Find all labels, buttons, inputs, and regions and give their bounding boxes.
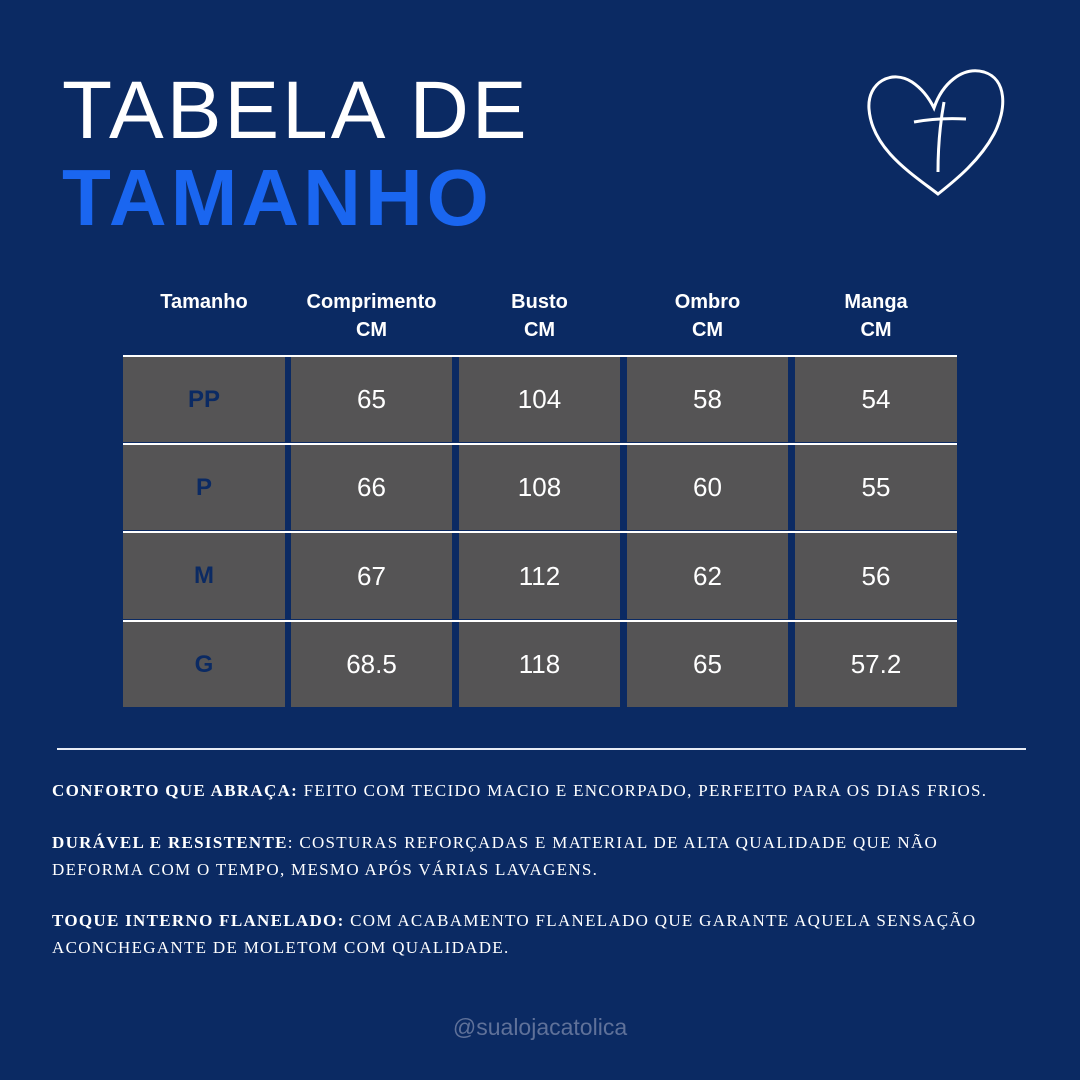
table-cell: 55 [795,445,957,530]
heart-cross-icon [867,69,1005,196]
header-line: CM [691,319,724,341]
header-line: CM [860,319,892,341]
table-cell: 56 [795,533,957,619]
header-line: Busto [511,291,568,313]
header-line: CM [523,319,556,341]
feature-2: Durável e resistente: costuras reforçada… [52,829,1012,883]
size-label: PP [123,357,285,442]
table-cell: 118 [459,622,620,707]
column-header: Ombro CM [607,288,808,344]
header-line: Manga [844,291,908,313]
header-line: Tamanho [160,291,248,313]
feature-title: Conforto que abraça: [52,781,299,800]
feature-title: Durável e resistente [52,833,288,852]
column-header: Busto CM [439,288,640,344]
header-line: Ombro [674,291,741,313]
table-cell: 104 [459,357,620,442]
table-cell: 65 [627,622,788,707]
header-line: Comprimento [306,291,437,313]
title-line-2: TAMANHO [62,153,493,242]
feature-1: Conforto que abraça: feito com tecido ma… [52,777,1012,804]
feature-text: feito com tecido macio e encorpado, perf… [298,781,988,800]
row-divider [123,355,957,357]
table-cell: 62 [627,533,788,619]
row-divider [123,620,957,622]
divider [57,748,1026,750]
table-cell: 67 [291,533,452,619]
table-cell: 66 [291,445,452,530]
row-divider [123,531,957,533]
column-header: Comprimento CM [271,288,472,344]
size-label: P [123,445,285,530]
table-cell: 57.2 [795,622,957,707]
store-handle: @sualojacatolica [452,1014,628,1040]
column-header: Manga CM [775,288,977,344]
table-cell: 68.5 [291,622,452,707]
header-line: CM [355,319,388,341]
feature-text: : costuras reforçadas e material de alta… [52,833,939,879]
size-label: G [123,622,285,707]
table-cell: 54 [795,357,957,442]
table-cell: 108 [459,445,620,530]
feature-text: com acabamento flanelado que garante aqu… [52,911,977,957]
feature-3: Toque interno flanelado: com acabamento … [52,907,1012,961]
size-label: M [123,533,285,619]
title-line-1: TABELA DE [62,65,530,156]
row-divider [123,443,957,445]
table-cell: 65 [291,357,452,442]
table-cell: 58 [627,357,788,442]
feature-title: Toque interno flanelado: [52,911,345,930]
column-header: Tamanho [103,288,305,316]
table-cell: 60 [627,445,788,530]
table-cell: 112 [459,533,620,619]
